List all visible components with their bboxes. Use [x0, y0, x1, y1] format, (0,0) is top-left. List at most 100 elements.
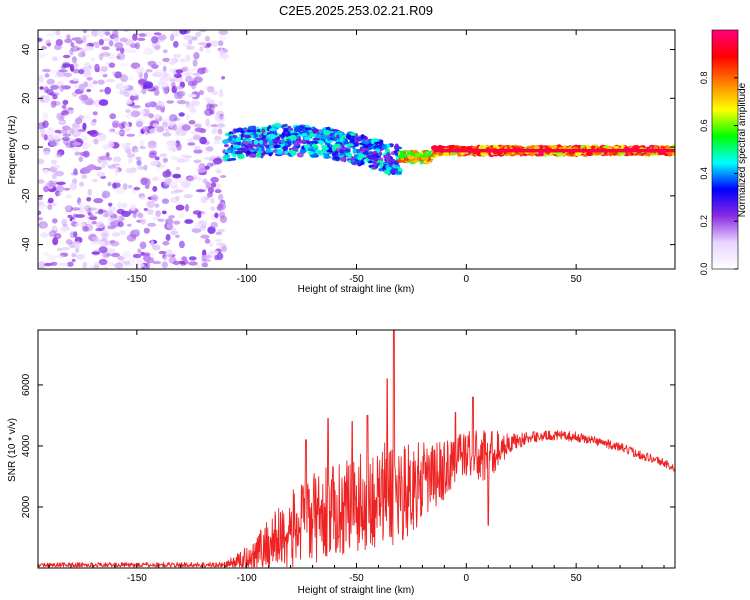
spectrogram-cell: [75, 253, 85, 260]
spectrogram-cell: [166, 100, 175, 104]
spectrogram-cell: [310, 140, 319, 145]
spectrogram-cell: [107, 181, 112, 187]
spectrogram-cell: [78, 69, 85, 75]
spectrogram-cell: [154, 156, 160, 161]
spectrogram-cell: [38, 158, 45, 165]
spectrogram-cell: [112, 182, 117, 190]
spectrogram-cell: [333, 156, 340, 160]
spectrogram-cell: [82, 122, 87, 131]
spectrogram-cell: [91, 220, 97, 225]
spectrogram-cell: [99, 89, 104, 93]
spectrogram-cell: [107, 164, 117, 169]
spectrogram-cell: [88, 207, 98, 211]
spectrogram-cell: [379, 162, 384, 168]
spectrogram-cell: [98, 38, 104, 46]
spectrogram-cell: [87, 188, 93, 196]
spectrogram-cell: [206, 103, 213, 111]
spectrogram-cell: [218, 40, 224, 46]
spectrogram-cell: [332, 136, 338, 142]
spectrogram-cell: [87, 81, 93, 85]
spectrogram-cell: [93, 198, 104, 204]
spectrogram-cell: [140, 218, 147, 225]
spectrogram-cell: [84, 204, 91, 212]
spectrogram-cell: [104, 31, 111, 36]
spectrogram-cell: [283, 150, 289, 155]
spectrogram-cell: [127, 157, 133, 164]
spectrogram-cell: [139, 140, 144, 147]
spectrogram-cell: [40, 232, 49, 238]
colorbar-tick-label: 0.4: [699, 167, 709, 180]
x-tick-label: 50: [571, 573, 583, 584]
spectrogram-cell: [442, 151, 450, 157]
spectrogram-cell: [207, 226, 216, 235]
spectrogram-cell: [248, 153, 256, 158]
spectrogram-cell: [142, 126, 150, 132]
spectrogram-cell: [127, 223, 132, 227]
spectrogram-cell: [167, 121, 176, 128]
spectrogram-cell: [150, 240, 155, 247]
spectrogram-cell: [175, 69, 184, 74]
spectrogram-cell: [88, 216, 98, 220]
spectrogram-cell: [389, 158, 396, 163]
spectrogram-cell: [39, 128, 46, 134]
spectrogram-cell: [188, 120, 196, 125]
spectrogram-cell: [364, 150, 369, 155]
spectrogram-cell: [86, 88, 92, 93]
spectrogram-cell: [193, 159, 202, 164]
colorbar-tick-label: 0.6: [699, 119, 709, 132]
spectrogram-cell: [630, 152, 634, 156]
spectrogram-cell: [192, 72, 201, 76]
spectrogram-cell: [122, 30, 130, 32]
spectrogram-cell: [176, 100, 187, 105]
spectrogram-cell: [57, 36, 63, 40]
spectrogram-cell: [282, 145, 289, 151]
spectrogram-cell: [193, 149, 203, 154]
spectrogram-cell: [121, 202, 128, 209]
spectrogram-cell: [92, 118, 97, 123]
spectrogram-cell: [178, 212, 185, 218]
spectrogram-cell: [143, 164, 148, 171]
spectrogram-cell: [62, 54, 71, 59]
spectrogram-cell: [83, 46, 94, 51]
spectrogram-cell: [155, 84, 162, 89]
spectrogram-cell: [110, 263, 115, 267]
spectrogram-cell: [460, 152, 465, 156]
spectrogram-cell: [61, 125, 71, 131]
spectrogram-cell: [115, 82, 124, 90]
spectrogram-cell: [139, 195, 146, 201]
spectrogram-cell: [556, 151, 563, 157]
spectrogram-cell: [219, 48, 224, 57]
spectrogram-cell: [218, 34, 227, 42]
spectrogram-cell: [126, 99, 133, 105]
spectrogram-cell: [373, 144, 382, 150]
spectrogram-cell: [173, 40, 179, 48]
colorbar-tick-label: 0.2: [699, 215, 709, 228]
spectrogram-cell: [208, 241, 214, 247]
spectrogram-cell: [111, 232, 121, 237]
spectrogram-cell: [268, 133, 276, 140]
spectrogram-cell: [147, 142, 157, 149]
spectrogram-cell: [308, 151, 315, 155]
spectrogram-cell: [370, 138, 375, 145]
spectrogram-cell: [431, 146, 439, 150]
spectrogram-cell: [69, 140, 76, 148]
spectrogram-cell: [190, 100, 201, 107]
spectrogram-cell: [367, 154, 376, 160]
spectrogram-cell: [293, 140, 300, 147]
spectrogram-cell: [44, 262, 52, 267]
spectrogram-cell: [66, 261, 74, 267]
spectrogram-cell: [327, 136, 331, 142]
spectrogram-cell: [81, 35, 87, 44]
spectrogram-cell: [108, 40, 114, 47]
spectrogram-cell: [103, 266, 109, 269]
spectrogram-cell: [183, 35, 193, 41]
spectrogram-cell: [89, 129, 99, 137]
spectrogram-cell: [78, 83, 86, 91]
spectrogram-cell: [236, 148, 245, 151]
spectrogram-cell: [44, 73, 50, 78]
spectrogram-cell: [164, 26, 171, 29]
spectrogram-cell: [114, 42, 124, 49]
spectrogram-cell: [480, 151, 487, 157]
spectrogram-cell: [58, 262, 69, 267]
spectrogram-cell: [185, 114, 191, 121]
